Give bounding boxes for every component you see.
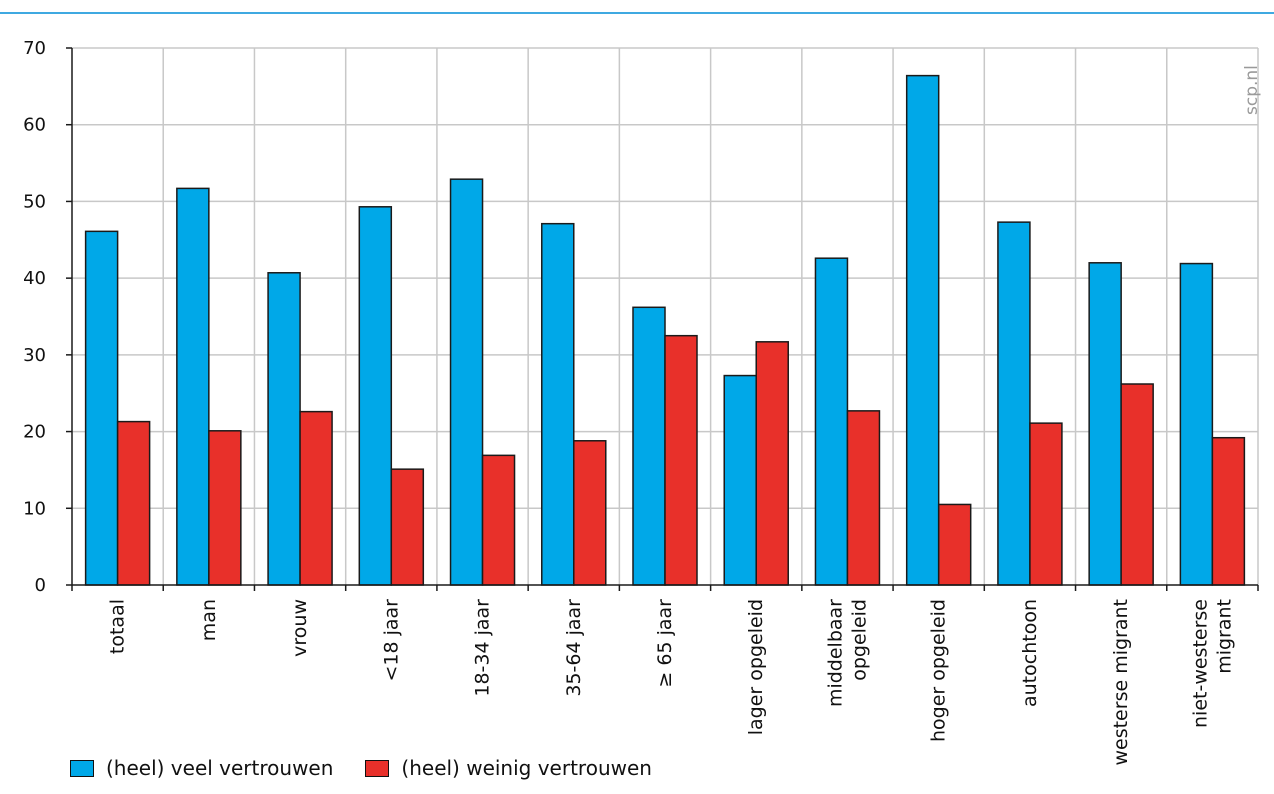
category-label-line: ≥ 65 jaar <box>654 599 676 688</box>
category-label-line: totaal <box>107 599 129 654</box>
axes <box>66 47 1259 591</box>
category-label-line: middelbaar <box>824 599 846 707</box>
bar-weinig-vertrouwen <box>1120 383 1154 586</box>
category-label-line: <18 jaar <box>380 599 402 682</box>
category-label-line: 35-64 jaar <box>563 599 585 697</box>
bar-weinig-vertrouwen <box>116 420 151 586</box>
category-label: westerse migrant <box>1110 599 1132 766</box>
y-tick-label: 0 <box>35 575 46 596</box>
bar-weinig-vertrouwen <box>208 430 242 586</box>
bar-veel-vertrouwen <box>997 221 1031 586</box>
bar-veel-vertrouwen <box>814 257 849 586</box>
bar-weinig-vertrouwen <box>1211 436 1246 586</box>
category-label-line: man <box>198 599 220 641</box>
category-label: 35-64 jaar <box>563 599 585 697</box>
category-label-line: niet-westerse <box>1189 599 1211 728</box>
bar-weinig-vertrouwen <box>390 468 425 586</box>
y-tick-label: 60 <box>23 115 46 136</box>
bar-weinig-vertrouwen <box>937 503 972 586</box>
legend-label-veel: (heel) veel vertrouwen <box>106 756 334 780</box>
y-tick-label: 40 <box>23 268 46 289</box>
category-label-line: 18-34 jaar <box>472 599 494 697</box>
legend-item-weinig: (heel) weinig vertrouwen <box>365 756 652 780</box>
grid-lines <box>72 47 1259 585</box>
category-label: vrouw <box>289 599 311 657</box>
bar-veel-vertrouwen <box>1088 262 1122 586</box>
category-label: hoger opgeleid <box>928 599 950 742</box>
bar-veel-vertrouwen <box>632 306 666 586</box>
category-label-line: westerse migrant <box>1110 599 1132 766</box>
category-label: niet-westerse migrant <box>1189 599 1235 728</box>
bar-veel-vertrouwen <box>358 206 393 586</box>
category-label-line: hoger opgeleid <box>928 599 950 742</box>
category-label: lager opgeleid <box>745 599 767 735</box>
y-tick-labels: 0 10 20 30 40 50 60 70 <box>23 38 46 596</box>
category-label: totaal <box>107 599 129 654</box>
bar-veel-vertrouwen <box>905 74 940 586</box>
bar-weinig-vertrouwen <box>846 410 881 586</box>
category-label: middelbaar opgeleid <box>824 599 870 707</box>
category-label: ≥ 65 jaar <box>654 599 676 688</box>
bar-veel-vertrouwen <box>449 178 484 586</box>
category-label: 18-34 jaar <box>472 599 494 697</box>
bar-weinig-vertrouwen <box>299 410 333 586</box>
category-label-line: autochtoon <box>1019 599 1041 707</box>
bar-veel-vertrouwen <box>723 374 757 586</box>
legend-item-veel: (heel) veel vertrouwen <box>70 756 333 780</box>
category-label-line: opgeleid <box>848 599 870 681</box>
top-accent-rule <box>0 12 1274 14</box>
category-label: man <box>198 599 220 641</box>
bars <box>84 74 1246 586</box>
bar-weinig-vertrouwen <box>481 454 516 586</box>
category-label-line: lager opgeleid <box>745 599 767 735</box>
bar-veel-vertrouwen <box>267 272 301 586</box>
y-tick-label: 70 <box>23 38 46 59</box>
bar-weinig-vertrouwen <box>573 440 607 586</box>
bar-weinig-vertrouwen <box>1029 422 1063 586</box>
category-label: <18 jaar <box>380 599 402 682</box>
category-label: autochtoon <box>1019 599 1041 707</box>
y-tick-label: 50 <box>23 191 46 212</box>
y-tick-label: 30 <box>23 345 46 366</box>
bar-veel-vertrouwen <box>84 230 119 586</box>
legend-label-weinig: (heel) weinig vertrouwen <box>401 756 652 780</box>
legend-swatch-veel <box>70 759 94 777</box>
legend-swatch-weinig <box>365 759 390 777</box>
category-label-line: migrant <box>1213 599 1235 674</box>
bar-veel-vertrouwen <box>176 187 210 586</box>
source-label: scp.nl <box>1242 65 1262 115</box>
category-label-line: vrouw <box>289 599 311 657</box>
legend: (heel) veel vertrouwen (heel) weinig ver… <box>70 756 684 780</box>
category-labels: totaal man vrouw <18 jaar 18-34 jaar 35-64 ja… <box>107 599 1236 766</box>
bar-weinig-vertrouwen <box>755 341 789 586</box>
bar-veel-vertrouwen <box>1179 262 1214 586</box>
y-tick-label: 10 <box>23 498 46 519</box>
bar-veel-vertrouwen <box>541 222 575 586</box>
y-tick-label: 20 <box>23 422 46 443</box>
bar-weinig-vertrouwen <box>664 334 698 586</box>
